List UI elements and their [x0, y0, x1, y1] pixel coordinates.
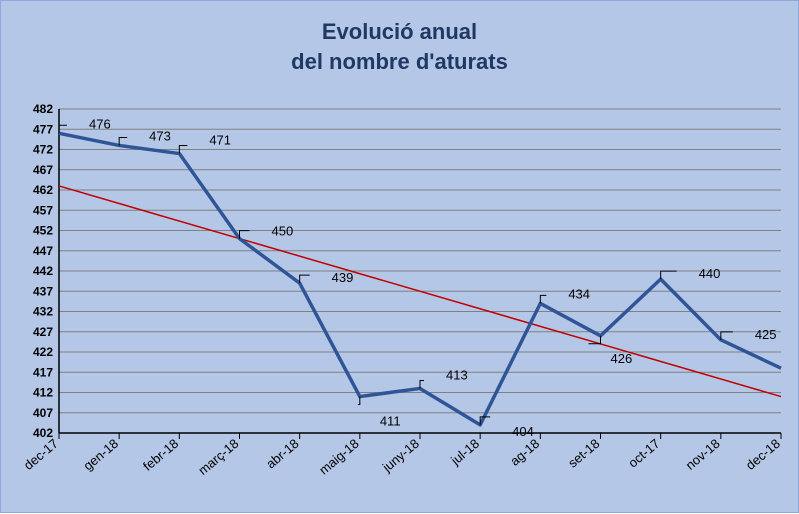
svg-text:maig-18: maig-18: [316, 436, 362, 478]
svg-text:422: 422: [33, 345, 53, 359]
svg-text:jul-18: jul-18: [447, 436, 482, 469]
svg-text:482: 482: [33, 102, 53, 116]
svg-text:juny-18: juny-18: [379, 436, 422, 476]
svg-text:457: 457: [33, 203, 53, 217]
svg-text:439: 439: [332, 270, 354, 285]
svg-text:442: 442: [33, 264, 53, 278]
svg-text:473: 473: [149, 128, 171, 143]
svg-text:març-18: març-18: [195, 436, 241, 478]
svg-text:427: 427: [33, 325, 53, 339]
svg-text:abr-18: abr-18: [263, 436, 301, 472]
svg-text:gen-18: gen-18: [80, 436, 121, 474]
svg-text:476: 476: [89, 116, 111, 131]
svg-text:412: 412: [33, 386, 53, 400]
svg-text:437: 437: [33, 284, 53, 298]
chart-plot: 4024074124174224274324374424474524574624…: [1, 1, 799, 514]
svg-text:404: 404: [512, 424, 534, 439]
svg-text:450: 450: [272, 224, 294, 239]
svg-text:febr-18: febr-18: [140, 436, 181, 474]
svg-text:407: 407: [33, 406, 53, 420]
svg-text:dec-17: dec-17: [21, 436, 61, 473]
svg-text:467: 467: [33, 163, 53, 177]
svg-text:nov-18: nov-18: [683, 436, 723, 473]
svg-text:471: 471: [209, 133, 231, 148]
svg-text:set-18: set-18: [565, 436, 602, 471]
svg-text:432: 432: [33, 305, 53, 319]
svg-text:417: 417: [33, 365, 53, 379]
chart-container: Evolució anual del nombre d'aturats 4024…: [0, 0, 799, 513]
svg-text:426: 426: [611, 351, 633, 366]
svg-text:413: 413: [446, 367, 468, 382]
svg-text:452: 452: [33, 224, 53, 238]
svg-text:dec-18: dec-18: [743, 436, 783, 473]
svg-text:oct-17: oct-17: [625, 436, 662, 471]
svg-text:425: 425: [755, 327, 777, 342]
svg-text:447: 447: [33, 244, 53, 258]
svg-text:477: 477: [33, 122, 53, 136]
svg-text:ag-18: ag-18: [507, 436, 542, 469]
svg-text:472: 472: [33, 143, 53, 157]
svg-text:440: 440: [699, 266, 721, 281]
svg-text:462: 462: [33, 183, 53, 197]
svg-text:434: 434: [568, 286, 590, 301]
svg-text:411: 411: [380, 414, 401, 429]
